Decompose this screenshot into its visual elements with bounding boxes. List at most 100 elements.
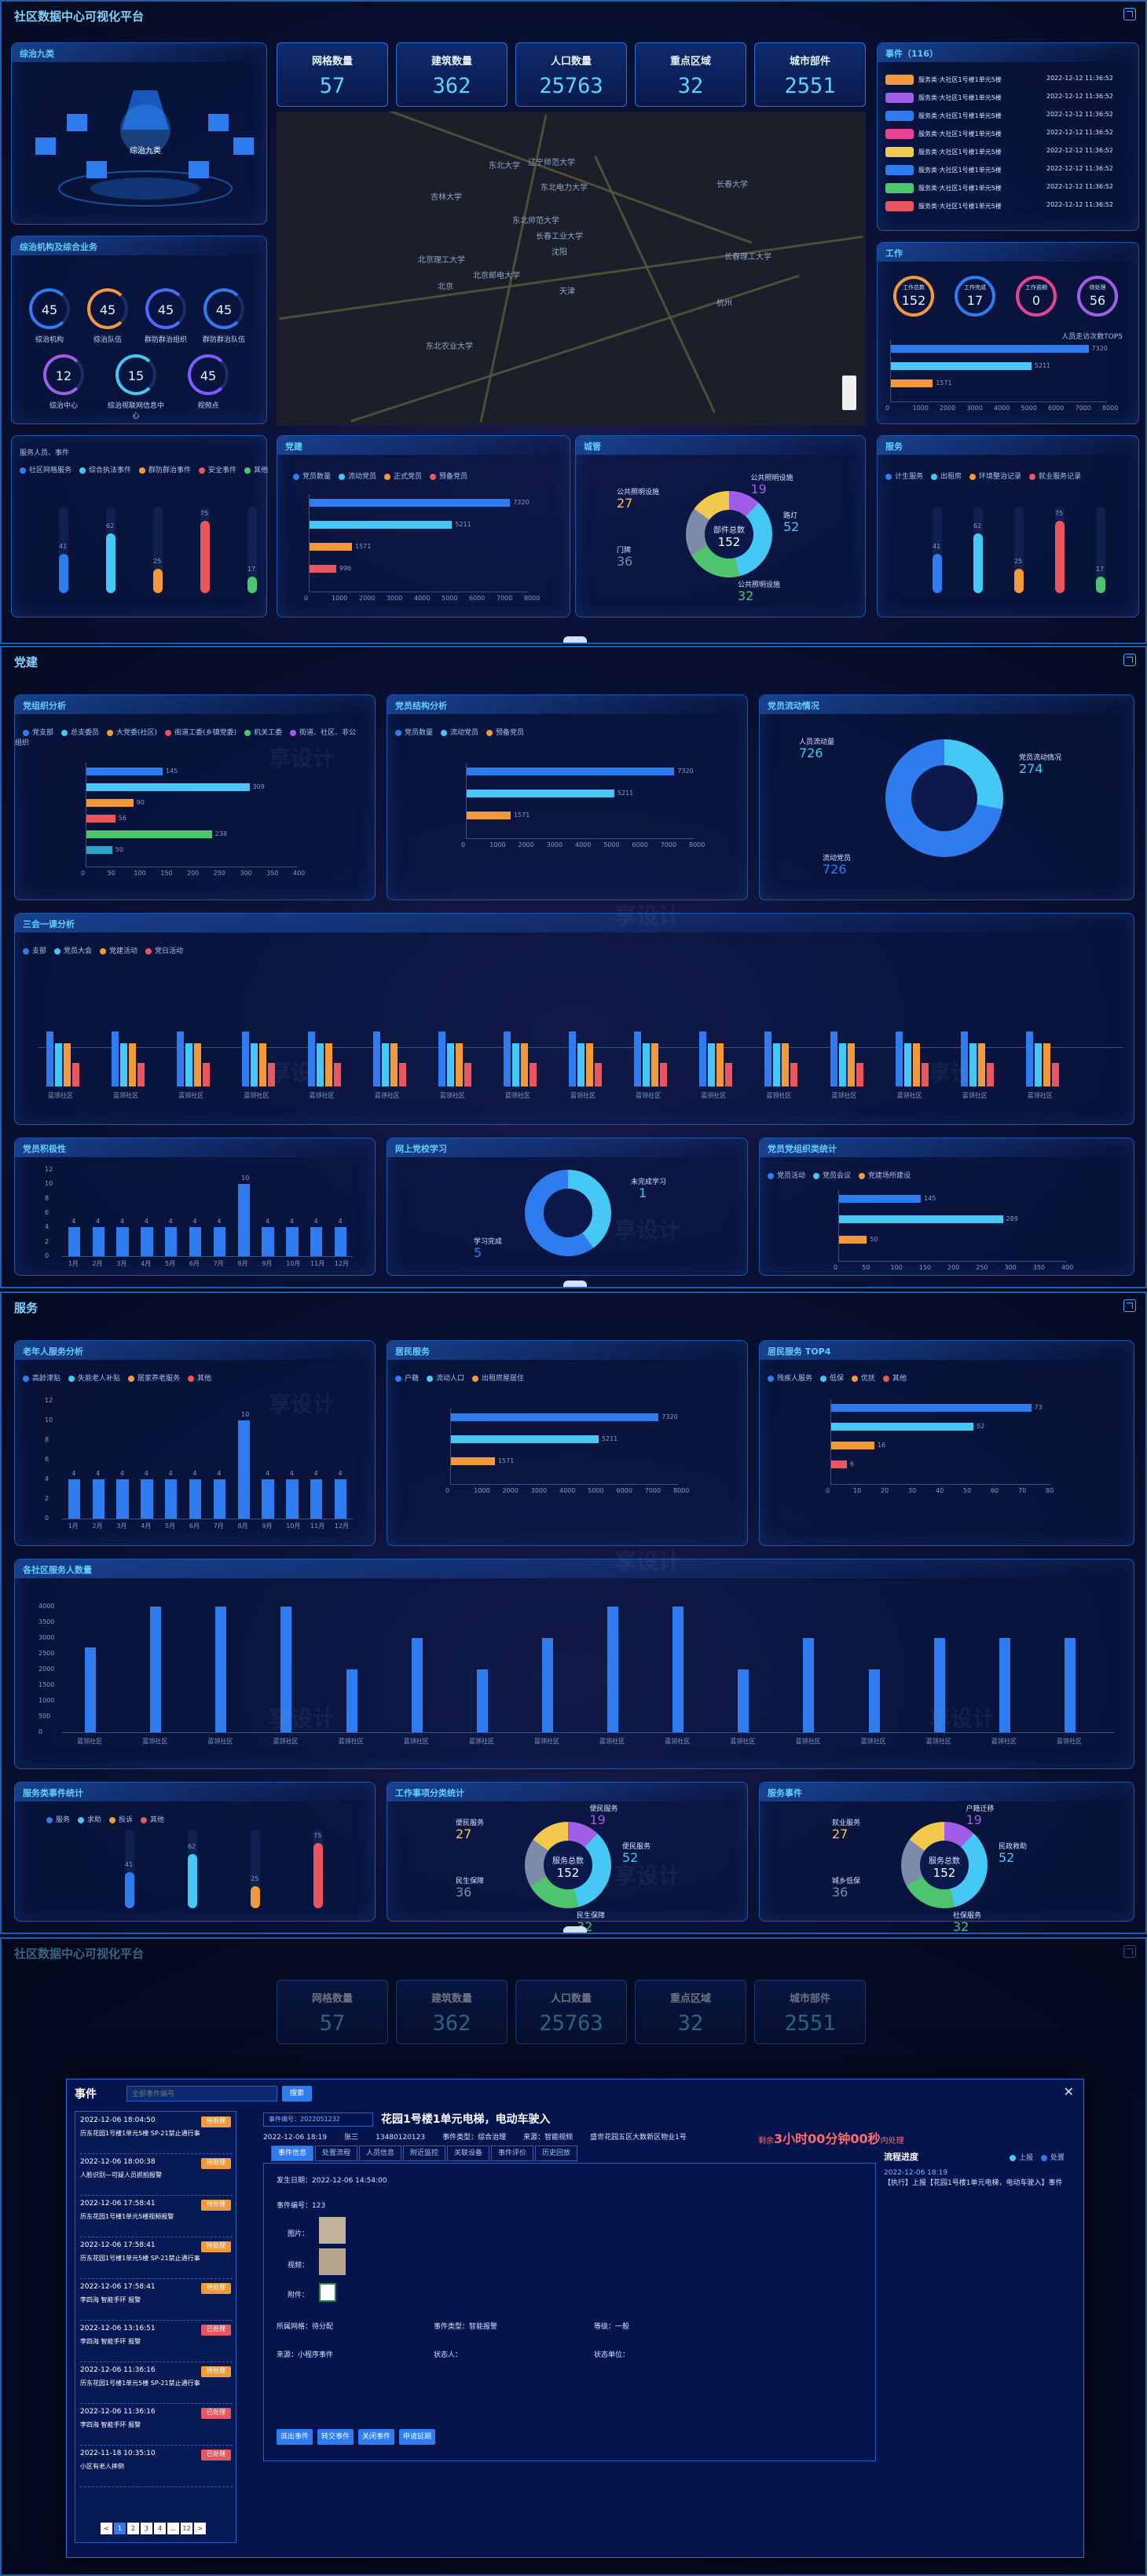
service-events-mini-panel: 服务人员、事件 社区网格服务 综合执法事件 群防群治事件 安全事件 其他 41 62 25 7…: [11, 435, 268, 617]
meta-item: 2022-12-06 18:19: [263, 2134, 328, 2142]
column-bar: [64, 1043, 71, 1086]
donut-value: 36: [456, 1885, 472, 1900]
donut-label: 便民服务: [589, 1805, 618, 1813]
axis-tick: 7000: [660, 841, 677, 848]
axis-tick: 8000: [524, 595, 541, 602]
pagination-button[interactable]: 4: [154, 2523, 166, 2534]
column-value: 62: [106, 522, 115, 530]
column-bar: [129, 1043, 137, 1086]
column-bar: [438, 1031, 445, 1086]
event-list-item[interactable]: 2022-12-06 11:36:16 历东花园1号楼1单元5楼 SP-21禁止通…: [80, 2366, 233, 2404]
event-row[interactable]: 服务类·大社区1号楼1单元5楼 2022-12-12 11:36:52: [885, 111, 1113, 128]
detail-tab[interactable]: 历史回放: [535, 2145, 577, 2161]
pagination-button[interactable]: 12: [181, 2523, 192, 2534]
map-view[interactable]: 东北大学 辽宁师范大学 东北电力大学 吉林大学 东北师范大学 长春工业大学 沈阳 北京理工大学…: [277, 112, 866, 426]
axis-tick: 6000: [469, 595, 486, 602]
pagination-button[interactable]: 1: [114, 2523, 126, 2534]
event-row[interactable]: 服务类·大社区1号楼1单元5楼 2022-12-12 11:36:52: [885, 183, 1113, 200]
axis-tick: 1000: [912, 405, 929, 412]
column-bar: [334, 1227, 347, 1256]
axis-tick: 5000: [588, 1487, 604, 1494]
map-zoom-control[interactable]: [842, 376, 856, 410]
meta-item: 张三: [344, 2134, 359, 2142]
photo-thumbnail[interactable]: [319, 2217, 346, 2244]
action-button[interactable]: 关闭事件: [358, 2429, 394, 2445]
legend-item: 流动人口: [436, 1375, 465, 1383]
action-button[interactable]: 派出事件: [277, 2429, 313, 2445]
flow-title: 流程进度: [884, 2152, 918, 2162]
action-button[interactable]: 申请延期: [399, 2429, 435, 2445]
donut-label: 公共照明设施: [617, 489, 660, 497]
legend-item: 出租房屋居住: [482, 1375, 525, 1383]
event-list-item[interactable]: 2022-12-06 13:16:51 李四海 智能手环 报警 已处理: [80, 2325, 233, 2362]
donut-center-value: 152: [556, 1866, 580, 1880]
collapse-tab[interactable]: [563, 1926, 587, 1933]
pagination-button[interactable]: <: [101, 2523, 112, 2534]
bar: [466, 768, 675, 775]
event-row[interactable]: 服务类·大社区1号楼1单元5楼 2022-12-12 11:36:52: [885, 147, 1113, 164]
axis-tick: 1000: [474, 1487, 490, 1494]
pagination-button[interactable]: ...: [167, 2523, 179, 2534]
collapse-tab[interactable]: [563, 1281, 587, 1287]
fullscreen-icon[interactable]: [1123, 1299, 1136, 1312]
detail-tab[interactable]: 处置流程: [315, 2145, 357, 2161]
x-label: 12月: [334, 1523, 350, 1530]
x-label: 7月: [213, 1260, 224, 1267]
action-button[interactable]: 转交事件: [317, 2429, 354, 2445]
donut-value: 36: [617, 554, 633, 570]
column-value: 4: [338, 1218, 343, 1226]
column-bar: [346, 1669, 357, 1732]
stat-card[interactable]: 重点区域 32: [635, 42, 746, 107]
video-thumbnail[interactable]: [319, 2248, 346, 2275]
stat-card[interactable]: 网格数量 57: [277, 42, 388, 107]
close-icon[interactable]: ✕: [1063, 2084, 1074, 2099]
axis-tick: 1000: [332, 595, 348, 602]
donut-label: 学习完成: [474, 1238, 503, 1246]
axis-tick: 2000: [359, 595, 376, 602]
pagination-button[interactable]: 2: [127, 2523, 139, 2534]
axis-tick: 6: [45, 1209, 49, 1216]
axis-tick: 300: [240, 870, 252, 877]
event-list-item[interactable]: 2022-12-06 17:58:41 李四海 智能手环 报警 待处理: [80, 2283, 233, 2321]
x-label: 蓝领社区: [403, 1738, 429, 1745]
fullscreen-icon[interactable]: [1123, 654, 1136, 666]
pagination-button[interactable]: >: [194, 2523, 206, 2534]
event-row[interactable]: 服务类·大社区1号楼1单元5楼 2022-12-12 11:36:52: [885, 93, 1113, 110]
event-list-item[interactable]: 2022-12-06 18:04:50 历东花园1号楼1单元5楼 SP-21禁止通…: [80, 2116, 233, 2154]
elderly-service-panel: 老年人服务分析 高龄津贴 失能老人补贴 居家养老服务 其他 0 2 4 6 8 10 12 4 1月 4 2月…: [14, 1340, 376, 1546]
detail-tab[interactable]: 关联设备: [447, 2145, 489, 2161]
event-list-item[interactable]: 2022-12-06 11:36:16 李四海 智能手环 报警 已处理: [80, 2408, 233, 2446]
stat-card[interactable]: 建筑数量 362: [396, 42, 508, 107]
event-row[interactable]: 服务类·大社区1号楼1单元5楼 2022-12-12 11:36:52: [885, 165, 1113, 182]
event-row[interactable]: 服务类·大社区1号楼1单元5楼 2022-12-12 11:36:52: [885, 129, 1113, 146]
detail-tab[interactable]: 事件评价: [491, 2145, 533, 2161]
event-list-item[interactable]: 2022-12-06 18:00:38 人脸识别—可疑人员抓拍报警 待处理: [80, 2158, 233, 2196]
x-label: 蓝领社区: [925, 1738, 951, 1745]
search-input[interactable]: [126, 2086, 277, 2101]
event-list-item[interactable]: 2022-12-06 17:58:41 历东花园1号楼1单元5楼 SP-21禁止通…: [80, 2241, 233, 2279]
x-label: 蓝领社区: [207, 1738, 233, 1745]
map-label: 天津: [559, 288, 575, 296]
donut-label: 城乡低保: [832, 1878, 861, 1886]
event-row[interactable]: 服务类·大社区1号楼1单元5楼 2022-12-12 11:36:52: [885, 201, 1113, 218]
detail-tab[interactable]: 附近监控: [403, 2145, 445, 2161]
stat-card[interactable]: 人口数量 25763: [515, 42, 627, 107]
detail-tab[interactable]: 人员信息: [359, 2145, 401, 2161]
excel-file-icon[interactable]: [319, 2283, 336, 2302]
detail-tab[interactable]: 事件信息: [271, 2145, 313, 2161]
gauge-label: 综治中心: [49, 402, 78, 410]
event-list-item[interactable]: 2022-11-18 10:35:10 小区有老人摔倒 已处理: [80, 2450, 233, 2487]
axis-tick: 3000: [530, 1487, 548, 1494]
map-label: 长春大学: [716, 181, 748, 189]
stat-card[interactable]: 城市部件 2551: [754, 42, 866, 107]
pagination-button[interactable]: 3: [141, 2523, 152, 2534]
bar-value-label: 5211: [601, 1435, 618, 1442]
search-button[interactable]: 搜索: [282, 2086, 312, 2101]
event-row[interactable]: 服务类·大社区1号楼1单元5楼 2022-12-12 11:36:52: [885, 75, 1113, 92]
collapse-tab[interactable]: [563, 636, 587, 643]
bar-value-label: 5211: [455, 521, 471, 528]
event-list-item[interactable]: 2022-12-06 17:58:41 历东花园1号楼1单元5楼视频报警 待处理: [80, 2200, 233, 2237]
bar: [86, 783, 250, 791]
fullscreen-icon[interactable]: [1123, 8, 1136, 20]
axis-tick: 10: [45, 1416, 53, 1424]
